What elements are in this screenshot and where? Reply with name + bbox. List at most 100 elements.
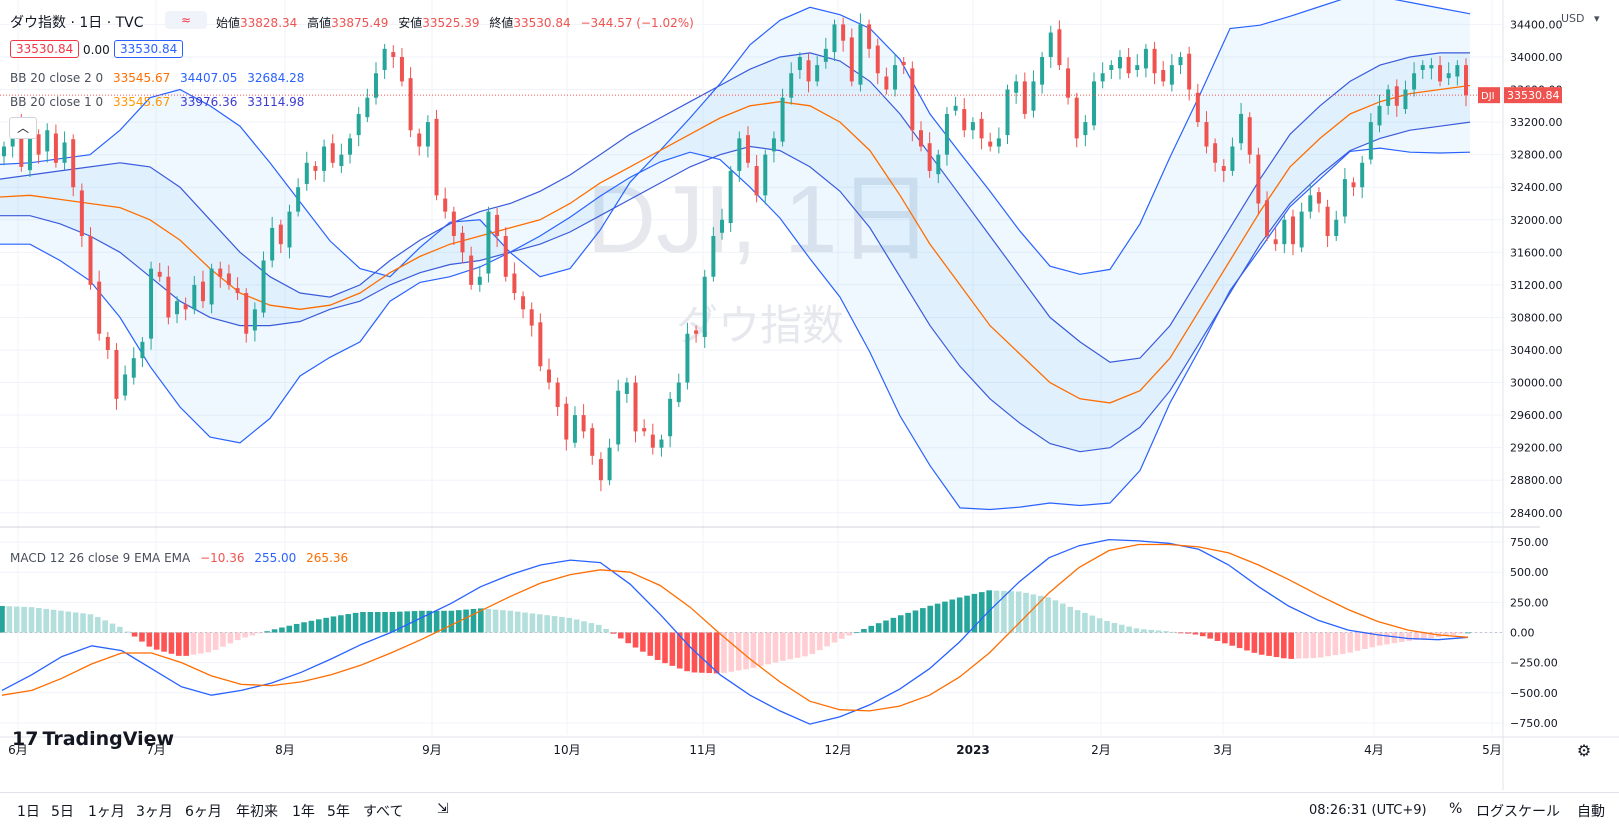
collapse-legend-button[interactable]: ︿ <box>9 117 37 139</box>
macd-hist-bar <box>1273 632 1280 658</box>
timeframe-button[interactable]: 1年 <box>292 804 315 820</box>
bb2-legend[interactable]: BB 20 close 2 0 33545.67 34407.05 32684.… <box>10 71 310 85</box>
candle <box>979 111 984 150</box>
macd-hist-bar <box>1406 632 1412 641</box>
candle-body <box>711 236 716 277</box>
log-scale-toggle[interactable]: ログスケール <box>1476 804 1560 820</box>
candle <box>140 336 145 368</box>
macd-hist-bar <box>1310 632 1317 659</box>
candle-body <box>287 211 292 248</box>
candle <box>1429 58 1434 80</box>
macd-hist-bar <box>21 606 27 633</box>
last-price-label: 33530.84 <box>1507 89 1560 102</box>
bb1-upper-line <box>0 52 1470 363</box>
candle-body <box>53 133 58 163</box>
candle-body <box>88 236 93 285</box>
macd-hist-value: −10.36 <box>200 551 245 565</box>
macd-hist-bar <box>765 632 771 665</box>
macd-hist-bar <box>1347 632 1353 653</box>
candle-body <box>365 97 370 118</box>
candle <box>278 219 283 254</box>
compare-toggle[interactable]: ≈ <box>165 11 207 29</box>
candle <box>399 48 404 87</box>
candle-body <box>581 415 586 432</box>
candle <box>1143 43 1148 78</box>
currency-selector[interactable]: USD ▾ <box>1561 12 1606 25</box>
candle-body <box>1135 65 1140 70</box>
macd-hist-bar <box>1067 606 1073 633</box>
timeframe-button[interactable]: 1ヶ月 <box>88 804 125 820</box>
candle-body <box>2 146 6 157</box>
tradingview-logo[interactable]: 𝟭𝟳 TradingView <box>12 728 174 750</box>
timeframe-button[interactable]: 1日 <box>17 804 40 820</box>
price-tick-label: 34400.00 <box>1510 18 1563 31</box>
candle <box>711 227 716 282</box>
candle-body <box>875 45 880 74</box>
macd-hist-bar <box>109 623 116 633</box>
macd-hist-bar <box>625 632 631 644</box>
bb1-legend[interactable]: BB 20 close 1 0 33545.67 33976.36 33114.… <box>10 95 310 109</box>
macd-hist-bar <box>529 613 536 633</box>
candle <box>1040 52 1045 94</box>
candle <box>1239 102 1244 151</box>
macd-hist-bar <box>1214 632 1221 641</box>
candle-body <box>1403 89 1408 110</box>
macd-tick-label: −500.00 <box>1510 687 1558 700</box>
macd-hist-bar <box>1428 632 1434 639</box>
candle-body <box>564 403 569 440</box>
candle-body <box>1022 81 1027 114</box>
macd-tick-label: −750.00 <box>1510 717 1558 730</box>
timeframe-button[interactable]: 年初来 <box>236 804 278 820</box>
timeframe-button[interactable]: 5年 <box>327 804 350 820</box>
candle <box>270 216 275 268</box>
candle <box>330 134 335 168</box>
candle <box>79 183 84 248</box>
candle-body <box>1014 81 1019 93</box>
macd-hist-bar <box>338 615 344 633</box>
candle-body <box>114 350 119 399</box>
candle-body <box>538 322 543 367</box>
timeframe-button[interactable]: すべて <box>363 804 404 820</box>
candle-body <box>62 142 67 163</box>
timeframe-button[interactable]: 3ヶ月 <box>136 804 173 820</box>
macd-hist-bar <box>706 632 713 674</box>
candle <box>815 56 820 87</box>
macd-hist-bar <box>242 632 248 638</box>
compare-toggle-label: ≈ <box>180 13 192 27</box>
buy-price-button[interactable]: 33530.84 <box>114 40 184 58</box>
macd-hist-bar <box>816 632 823 651</box>
close-label: 終値 <box>489 16 514 30</box>
auto-scale-toggle[interactable]: 自動 <box>1577 804 1605 820</box>
macd-hist-bar <box>6 606 13 633</box>
macd-hist-bar <box>345 614 352 633</box>
macd-hist-bar <box>1303 632 1309 659</box>
time-tick-label: 6月 <box>8 743 28 757</box>
macd-hist-bar <box>595 624 602 633</box>
percent-scale-toggle[interactable]: % <box>1449 801 1463 817</box>
spread-value: 0.00 <box>83 43 110 57</box>
bb2-upper: 34407.05 <box>180 71 238 85</box>
macd-hist-bar <box>1354 632 1361 651</box>
macd-legend[interactable]: MACD 12 26 close 9 EMA EMA −10.36 255.00… <box>10 551 354 565</box>
macd-hist-bar <box>1163 631 1169 633</box>
macd-hist-bar <box>330 616 337 633</box>
symbol-title-text[interactable]: ダウ指数 · 1日 · TVC <box>10 15 144 31</box>
price-tick-label: 29600.00 <box>1510 409 1563 422</box>
candle-body <box>849 37 854 82</box>
timeframe-button[interactable]: 6ヶ月 <box>185 804 222 820</box>
candle-body <box>339 154 344 167</box>
macd-hist-bar <box>234 632 241 641</box>
macd-hist-bar <box>382 612 388 633</box>
macd-hist-bar <box>618 632 624 639</box>
settings-gear-icon[interactable]: ⚙ <box>1577 741 1591 760</box>
macd-hist-bar <box>588 623 595 633</box>
macd-hist-bar <box>139 632 145 642</box>
clock[interactable]: 08:26:31 (UTC+9) <box>1309 803 1427 818</box>
timeframe-button[interactable]: 5日 <box>51 804 74 820</box>
macd-hist-bar <box>315 619 322 633</box>
sell-price-button[interactable]: 33530.84 <box>10 40 80 58</box>
macd-hist-bar <box>146 632 153 647</box>
candle <box>149 261 154 350</box>
go-to-date-icon[interactable]: ⇲ <box>437 801 449 817</box>
